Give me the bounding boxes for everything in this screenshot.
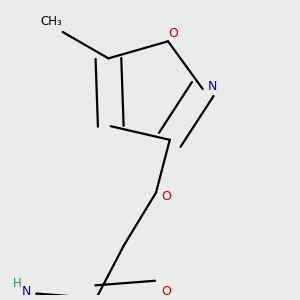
Text: O: O	[161, 285, 171, 298]
Text: N: N	[208, 80, 218, 93]
Text: H: H	[13, 277, 22, 290]
Text: CH₃: CH₃	[40, 15, 62, 28]
Text: O: O	[161, 190, 171, 203]
Text: N: N	[22, 285, 31, 298]
Text: O: O	[169, 26, 178, 40]
